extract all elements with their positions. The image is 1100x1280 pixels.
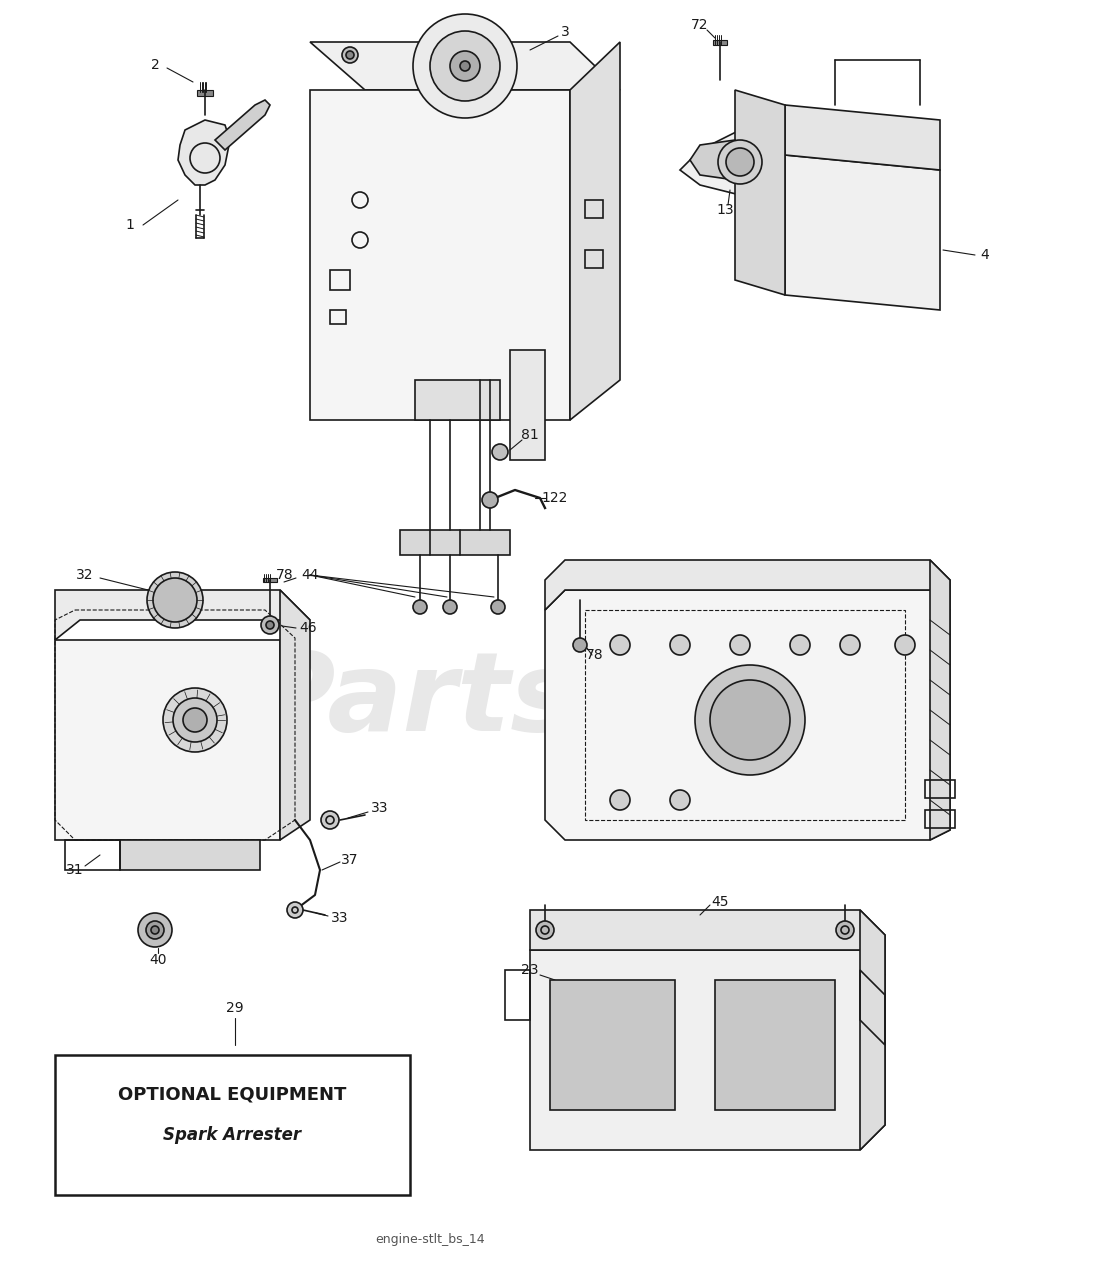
Circle shape — [730, 635, 750, 655]
Text: 81: 81 — [521, 428, 539, 442]
Polygon shape — [178, 120, 230, 186]
Text: 2: 2 — [151, 58, 160, 72]
Circle shape — [412, 600, 427, 614]
Circle shape — [695, 666, 805, 774]
Circle shape — [726, 148, 754, 177]
Circle shape — [610, 635, 630, 655]
Circle shape — [346, 51, 354, 59]
Circle shape — [266, 621, 274, 628]
Text: 37: 37 — [341, 852, 359, 867]
Circle shape — [491, 600, 505, 614]
Text: 29: 29 — [227, 1001, 244, 1015]
Bar — [925, 810, 955, 828]
Bar — [55, 1055, 410, 1196]
Circle shape — [261, 616, 279, 634]
Polygon shape — [544, 590, 950, 840]
Circle shape — [670, 790, 690, 810]
Polygon shape — [570, 42, 620, 420]
Polygon shape — [530, 910, 886, 975]
Text: 78: 78 — [586, 648, 604, 662]
Circle shape — [840, 635, 860, 655]
Polygon shape — [680, 131, 810, 195]
Bar — [715, 980, 835, 1110]
Circle shape — [146, 922, 164, 940]
Text: 13: 13 — [716, 204, 734, 218]
Bar — [713, 40, 727, 45]
Bar — [925, 780, 955, 797]
Polygon shape — [860, 910, 886, 1149]
Circle shape — [287, 902, 303, 918]
Circle shape — [710, 680, 790, 760]
Circle shape — [147, 572, 204, 628]
Polygon shape — [120, 840, 260, 870]
Circle shape — [895, 635, 915, 655]
Text: 40: 40 — [150, 954, 167, 966]
Text: 44: 44 — [301, 568, 319, 582]
Circle shape — [573, 637, 587, 652]
Circle shape — [718, 140, 762, 184]
Polygon shape — [55, 590, 310, 640]
Polygon shape — [310, 90, 570, 420]
Circle shape — [492, 444, 508, 460]
Circle shape — [183, 708, 207, 732]
Text: 3: 3 — [561, 26, 570, 38]
Text: 1: 1 — [125, 218, 134, 232]
Polygon shape — [214, 100, 270, 150]
Circle shape — [151, 925, 160, 934]
Text: 45: 45 — [712, 895, 728, 909]
Bar — [585, 200, 603, 218]
Circle shape — [610, 790, 630, 810]
Polygon shape — [690, 140, 735, 180]
Circle shape — [536, 922, 554, 940]
Circle shape — [412, 14, 517, 118]
Text: 122: 122 — [542, 492, 569, 506]
Polygon shape — [735, 90, 785, 294]
Circle shape — [430, 31, 500, 101]
Circle shape — [138, 913, 172, 947]
Circle shape — [342, 47, 358, 63]
Text: 72: 72 — [691, 18, 708, 32]
Polygon shape — [55, 640, 280, 840]
Polygon shape — [280, 590, 310, 840]
Text: ™: ™ — [847, 657, 872, 680]
Polygon shape — [415, 380, 500, 420]
Text: Spark Arrester: Spark Arrester — [163, 1126, 301, 1144]
Polygon shape — [510, 349, 544, 460]
Text: engine-stlt_bs_14: engine-stlt_bs_14 — [375, 1234, 485, 1247]
Bar — [197, 90, 213, 96]
Text: 32: 32 — [76, 568, 94, 582]
Text: 46: 46 — [299, 621, 317, 635]
Text: 31: 31 — [66, 863, 84, 877]
Text: 4: 4 — [980, 248, 989, 262]
Polygon shape — [310, 42, 620, 90]
Text: PartsTree: PartsTree — [254, 646, 846, 754]
Text: OPTIONAL EQUIPMENT: OPTIONAL EQUIPMENT — [118, 1085, 346, 1103]
Circle shape — [443, 600, 456, 614]
Circle shape — [173, 698, 217, 742]
Bar — [330, 270, 350, 291]
Polygon shape — [785, 155, 940, 310]
Text: 78: 78 — [276, 568, 294, 582]
Text: 33: 33 — [371, 801, 388, 815]
Circle shape — [163, 689, 227, 753]
Text: 23: 23 — [521, 963, 539, 977]
Circle shape — [790, 635, 810, 655]
Bar — [263, 579, 277, 582]
Text: 33: 33 — [331, 911, 349, 925]
Circle shape — [670, 635, 690, 655]
Circle shape — [450, 51, 480, 81]
Polygon shape — [930, 561, 950, 840]
Circle shape — [153, 579, 197, 622]
Polygon shape — [544, 561, 950, 611]
Bar — [585, 250, 603, 268]
Bar — [550, 980, 675, 1110]
Polygon shape — [785, 105, 940, 170]
Circle shape — [482, 492, 498, 508]
Bar — [330, 310, 346, 324]
Circle shape — [836, 922, 854, 940]
Circle shape — [321, 812, 339, 829]
Polygon shape — [530, 950, 886, 1149]
Polygon shape — [400, 530, 510, 556]
Circle shape — [460, 61, 470, 70]
